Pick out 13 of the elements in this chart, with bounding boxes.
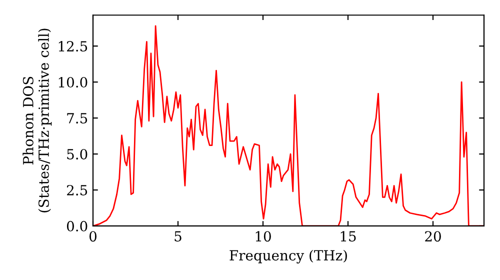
y-tick-label: 7.5	[67, 113, 88, 124]
x-axis-title: Frequency (THz)	[230, 250, 347, 264]
x-tick-label: 15	[340, 231, 356, 242]
x-tick-label: 5	[174, 231, 182, 242]
x-tick-label: 20	[425, 231, 441, 242]
x-tick-label: 0	[89, 231, 96, 242]
y-tick-label: 5.0	[67, 148, 88, 160]
y-tick-label: 2.5	[66, 184, 88, 196]
y-axis-title: Phonon DOS (States/THz·primitive cell)	[22, 28, 52, 212]
x-tick-label: 10	[256, 231, 271, 242]
y-tick-label: 12.5	[58, 41, 88, 52]
y-tick-label: 10.0	[58, 77, 88, 88]
y-tick-label: 0.0	[66, 220, 88, 232]
